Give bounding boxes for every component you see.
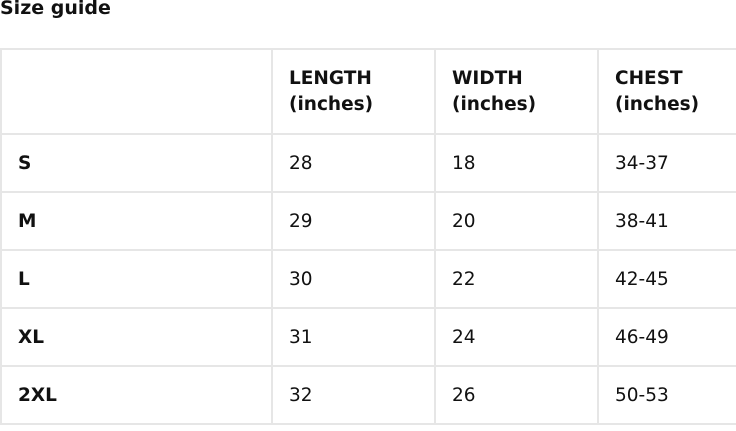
chest-cell: 46-49 <box>597 307 736 367</box>
size-guide-table: LENGTH (inches) WIDTH (inches) CHEST (in… <box>0 48 736 425</box>
length-cell: 31 <box>271 307 436 367</box>
chest-cell: 50-53 <box>597 365 736 425</box>
table-row: S 28 18 34-37 <box>0 133 736 193</box>
chest-cell: 34-37 <box>597 133 736 193</box>
header-row: LENGTH (inches) WIDTH (inches) CHEST (in… <box>0 48 736 135</box>
header-size <box>0 48 273 135</box>
header-width: WIDTH (inches) <box>434 48 599 135</box>
size-cell: M <box>0 191 273 251</box>
length-cell: 29 <box>271 191 436 251</box>
length-cell: 30 <box>271 249 436 309</box>
size-cell: 2XL <box>0 365 273 425</box>
table-row: 2XL 32 26 50-53 <box>0 365 736 425</box>
table-row: M 29 20 38-41 <box>0 191 736 251</box>
length-cell: 28 <box>271 133 436 193</box>
width-cell: 20 <box>434 191 599 251</box>
width-cell: 24 <box>434 307 599 367</box>
length-cell: 32 <box>271 365 436 425</box>
width-cell: 18 <box>434 133 599 193</box>
size-cell: S <box>0 133 273 193</box>
chest-cell: 42-45 <box>597 249 736 309</box>
size-cell: L <box>0 249 273 309</box>
page-title: Size guide <box>0 0 111 19</box>
header-length: LENGTH (inches) <box>271 48 436 135</box>
width-cell: 22 <box>434 249 599 309</box>
chest-cell: 38-41 <box>597 191 736 251</box>
table-row: XL 31 24 46-49 <box>0 307 736 367</box>
width-cell: 26 <box>434 365 599 425</box>
size-cell: XL <box>0 307 273 367</box>
header-chest: CHEST (inches) <box>597 48 736 135</box>
table-row: L 30 22 42-45 <box>0 249 736 309</box>
